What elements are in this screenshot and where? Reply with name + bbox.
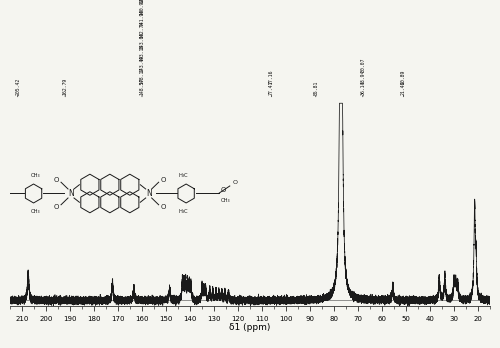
Text: 148.17: 148.17: [140, 66, 144, 84]
Text: 33.94: 33.94: [360, 70, 366, 84]
Text: 148.57: 148.57: [140, 78, 144, 95]
Text: 30.07: 30.07: [360, 58, 366, 72]
Text: 140.70: 140.70: [140, 0, 144, 3]
Text: 162.79: 162.79: [62, 78, 68, 95]
Text: 55.81: 55.81: [314, 81, 318, 95]
Text: 205.42: 205.42: [15, 78, 20, 95]
Text: 21.46: 21.46: [401, 81, 406, 95]
Text: 142.74: 142.74: [140, 21, 144, 38]
Text: 140.92: 140.92: [140, 0, 144, 15]
Text: 77.41: 77.41: [269, 81, 274, 95]
Text: 36.14: 36.14: [360, 81, 366, 95]
Text: 20.89: 20.89: [401, 70, 406, 84]
Text: 141.90: 141.90: [140, 9, 144, 26]
Text: 143.49: 143.49: [140, 55, 144, 72]
Text: 143.15: 143.15: [140, 44, 144, 61]
X-axis label: δ1 (ppm): δ1 (ppm): [230, 323, 270, 332]
Text: 77.16: 77.16: [269, 70, 274, 84]
Text: 143.00: 143.00: [140, 32, 144, 49]
